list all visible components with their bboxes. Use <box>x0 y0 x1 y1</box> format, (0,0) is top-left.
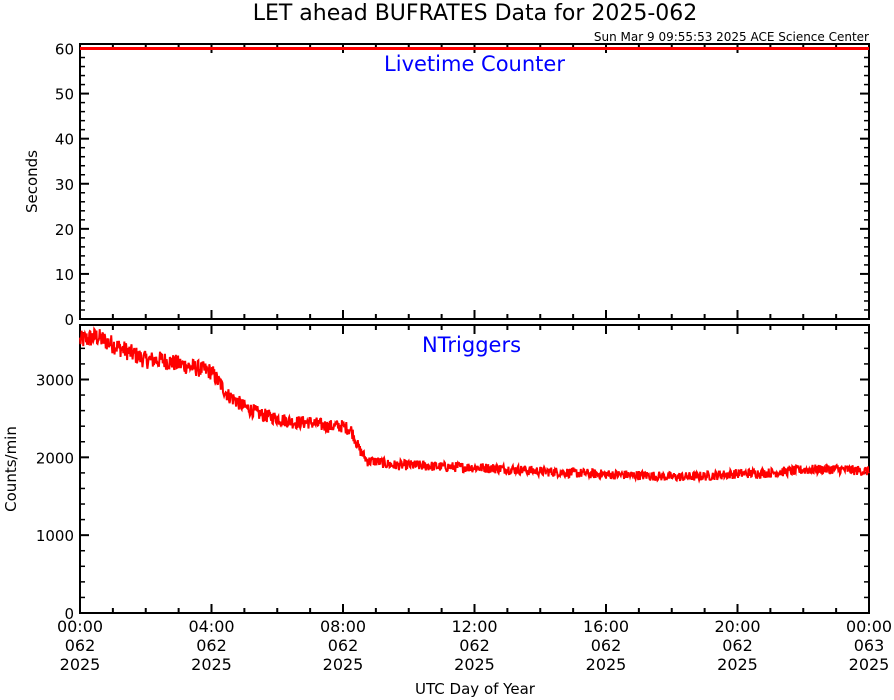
x-tick-label-line: 00:00 <box>57 617 103 636</box>
x-tick-label-line: 08:00 <box>320 617 366 636</box>
x-tick-label-line: 16:00 <box>583 617 629 636</box>
y-tick-label: 50 <box>55 86 74 104</box>
panel-frame <box>79 43 870 320</box>
x-tick-label-line: 2025 <box>323 655 364 674</box>
y-tick-label: 10 <box>55 266 74 284</box>
x-tick-label-line: 2025 <box>717 655 758 674</box>
y-tick-label: 1000 <box>36 527 74 545</box>
x-tick-label-line: 2025 <box>586 655 627 674</box>
x-tick-label-line: 2025 <box>191 655 232 674</box>
y-tick-label: 20 <box>55 221 74 239</box>
panel-label: NTriggers <box>422 333 521 357</box>
x-tick-label-line: 062 <box>328 636 359 655</box>
x-axis-label: UTC Day of Year <box>415 680 536 698</box>
x-tick-label-line: 062 <box>722 636 753 655</box>
x-tick-label-line: 062 <box>591 636 622 655</box>
x-tick-label-line: 00:00 <box>846 617 892 636</box>
y-tick-label: 60 <box>55 41 74 59</box>
panel-label: Livetime Counter <box>384 52 565 76</box>
chart-panels: 0 10 20 30 40 50 60 Seconds Livetime Counter 0 100… <box>2 41 870 623</box>
y-axis-label: Seconds <box>23 150 41 213</box>
panel-livetime: 0 10 20 30 40 50 60 Seconds Livetime Counter <box>23 41 870 329</box>
timestamp-label: Sun Mar 9 09:55:53 2025 ACE Science Cent… <box>594 30 869 44</box>
x-tick-label-line: 2025 <box>849 655 890 674</box>
panel-ntriggers: 0 1000 2000 3000 Counts/min NTriggers <box>2 324 870 623</box>
x-tick-label-line: 2025 <box>60 655 101 674</box>
x-tick-label-line: 04:00 <box>188 617 234 636</box>
series-line <box>79 326 870 484</box>
x-tick-label-line: 063 <box>854 636 885 655</box>
x-tick-label-line: 20:00 <box>714 617 760 636</box>
chart-title: LET ahead BUFRATES Data for 2025-062 <box>253 1 698 26</box>
x-tick-label-line: 12:00 <box>451 617 497 636</box>
y-tick-label: 2000 <box>36 449 74 467</box>
x-tick-label-line: 2025 <box>454 655 495 674</box>
y-tick-label: 30 <box>55 176 74 194</box>
y-tick-label: 40 <box>55 131 74 149</box>
y-axis-label: Counts/min <box>2 426 20 512</box>
y-tick-label: 3000 <box>36 371 74 389</box>
x-tick-labels: 00:00062202504:00062202508:00062202512:0… <box>57 617 892 674</box>
x-tick-label-line: 062 <box>196 636 227 655</box>
y-tick-label: 0 <box>64 605 74 623</box>
y-tick-label: 0 <box>64 311 74 329</box>
x-tick-label-line: 062 <box>459 636 490 655</box>
x-tick-label-line: 062 <box>65 636 96 655</box>
